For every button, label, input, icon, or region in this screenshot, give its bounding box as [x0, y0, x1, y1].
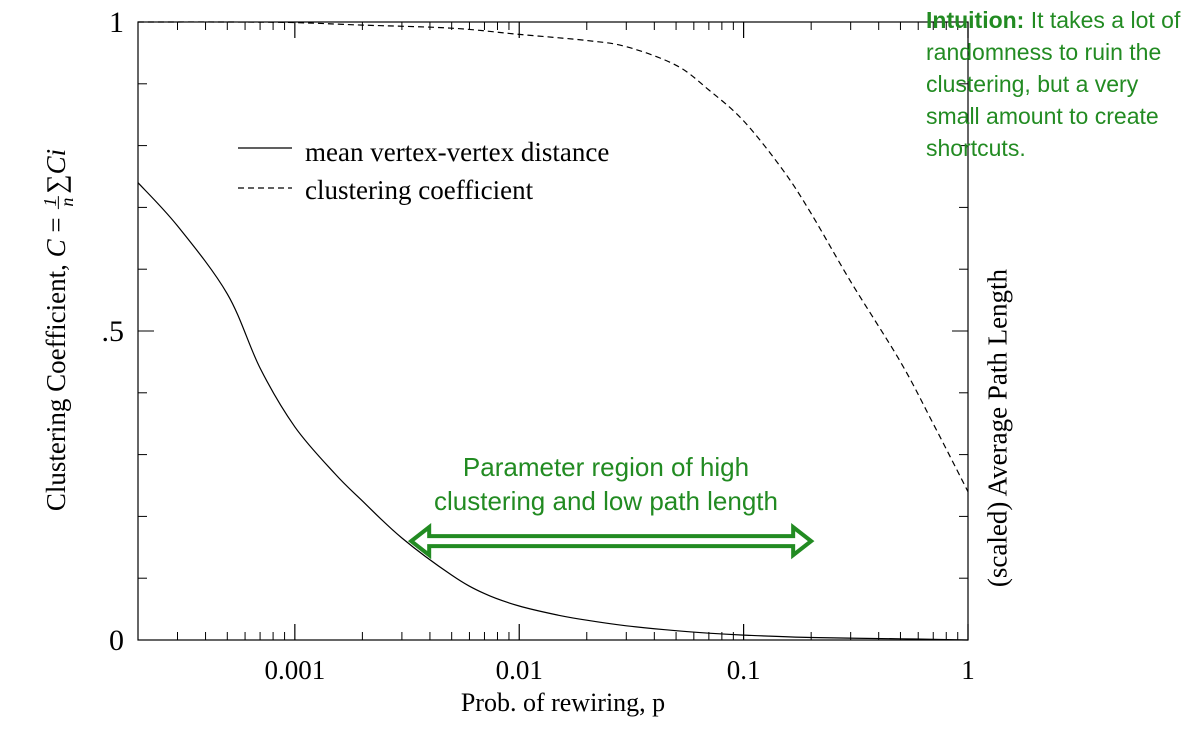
- intuition-body: It takes a lot of randomness to ruin the…: [926, 7, 1181, 161]
- fraction-denominator: n: [57, 197, 78, 207]
- legend-label-distance: mean vertex-vertex distance: [305, 137, 609, 167]
- x-tick-labels: 0.001 0.01 0.1 1: [264, 655, 974, 685]
- double-arrow-icon: [407, 523, 815, 560]
- y-tick-labels: 0.51: [102, 6, 125, 657]
- y-axis-title-term: Ci: [40, 148, 71, 175]
- region-arrow: [407, 523, 815, 560]
- y-tick-label: 0: [109, 624, 124, 657]
- y-tick-label: .5: [102, 315, 125, 348]
- x-tick-label: 1: [961, 655, 975, 685]
- y-tick-label: 1: [109, 6, 124, 39]
- x-minor-ticks: [137, 22, 959, 640]
- legend: mean vertex-vertex distance clustering c…: [238, 137, 609, 205]
- x-tick-label: 0.1: [727, 655, 761, 685]
- y-axis-title: Clustering Coefficient, C = 1 n ∑Ci: [40, 148, 78, 512]
- x-axis-title: Prob. of rewiring, p: [460, 688, 666, 717]
- region-label: Parameter region of high clustering and …: [396, 450, 816, 518]
- y-axis-title-text: Clustering Coefficient,: [40, 257, 71, 512]
- y2-axis-title: (scaled) Average Path Length: [982, 268, 1013, 588]
- legend-label-clustering: clustering coefficient: [305, 175, 534, 205]
- x-tick-label: 0.01: [496, 655, 543, 685]
- x-tick-label: 0.001: [264, 655, 325, 685]
- series-line-clustering: [137, 21, 969, 492]
- region-label-line-2: clustering and low path length: [433, 486, 778, 516]
- x-major-ticks: [294, 22, 969, 640]
- y-axis-title-eq: =: [40, 210, 71, 240]
- intuition-heading: Intuition:: [926, 7, 1025, 33]
- sum-symbol: ∑: [40, 174, 71, 194]
- region-label-line-1: Parameter region of high: [462, 452, 750, 482]
- series-line-distance: [137, 182, 969, 641]
- series-group: [137, 21, 969, 641]
- intuition-note: Intuition: It takes a lot of randomness …: [926, 4, 1182, 164]
- y-axis-title-var: C: [40, 239, 71, 258]
